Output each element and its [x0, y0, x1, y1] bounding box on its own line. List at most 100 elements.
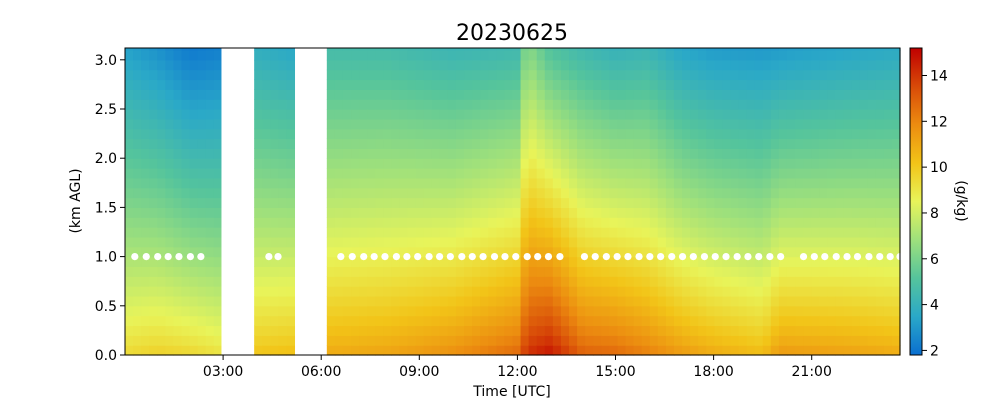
heatmap-cell [141, 148, 150, 159]
heatmap-cell [520, 295, 530, 307]
pbl-marker [646, 253, 654, 261]
pbl-marker [635, 253, 643, 261]
heatmap-cell [552, 79, 562, 90]
heatmap-cell [455, 49, 465, 61]
heatmap-cell [464, 286, 473, 297]
heatmap-cell [803, 345, 812, 356]
heatmap-cell [585, 48, 594, 51]
heatmap-cell [407, 168, 417, 179]
heatmap-cell [504, 305, 514, 317]
heatmap-cell [819, 276, 828, 287]
heatmap-cell [851, 79, 861, 90]
heatmap-cell [334, 49, 344, 61]
heatmap-cell [512, 49, 522, 61]
heatmap-cell [536, 89, 546, 100]
heatmap-cell [859, 305, 869, 317]
heatmap-cell [617, 168, 627, 179]
heatmap-cell [867, 128, 877, 140]
pbl-marker [766, 253, 774, 261]
heatmap-cell [690, 305, 699, 317]
heatmap-cell [560, 148, 570, 159]
heatmap-cell [173, 109, 183, 120]
heatmap-cell [706, 99, 715, 110]
heatmap-cell [746, 315, 756, 327]
heatmap-cell [698, 79, 707, 90]
heatmap-cell [714, 177, 723, 189]
heatmap-cell [472, 276, 481, 287]
heatmap-cell [851, 89, 861, 100]
heatmap-cell [149, 138, 158, 149]
heatmap-cell [359, 217, 368, 228]
heatmap-cell [464, 109, 473, 120]
heatmap-cell [480, 217, 489, 228]
heatmap-cell [843, 177, 853, 189]
heatmap-cell [577, 286, 586, 297]
heatmap-cell [415, 345, 425, 356]
heatmap-cell [859, 118, 869, 130]
heatmap-cell [625, 168, 635, 179]
heatmap-cell [827, 335, 837, 346]
heatmap-cell [464, 325, 473, 336]
heatmap-cell [609, 305, 619, 317]
heatmap-cell [803, 69, 812, 81]
x-tick-label: 12:00 [497, 364, 537, 380]
heatmap-cell [133, 315, 142, 327]
heatmap-cell [375, 138, 384, 149]
heatmap-cell [625, 236, 635, 248]
heatmap-cell [423, 69, 433, 81]
heatmap-cell [326, 266, 336, 277]
heatmap-cell [326, 276, 336, 287]
heatmap-cell [205, 48, 215, 51]
heatmap-cell [399, 128, 409, 140]
heatmap-cell [342, 49, 352, 61]
heatmap-cell [480, 109, 489, 120]
heatmap-cell [133, 266, 142, 277]
heatmap-cell [399, 109, 409, 120]
heatmap-cell [334, 99, 344, 110]
heatmap-cell [722, 197, 732, 209]
heatmap-cell [851, 118, 861, 130]
heatmap-cell [391, 49, 401, 61]
heatmap-cell [334, 109, 344, 120]
heatmap-cell [851, 138, 861, 149]
heatmap-cell [447, 79, 457, 90]
heatmap-cell [399, 168, 409, 179]
heatmap-cell [536, 236, 546, 248]
heatmap-cell [609, 217, 619, 228]
pbl-marker [777, 253, 785, 261]
heatmap-cell [504, 187, 514, 199]
heatmap-cell [714, 335, 723, 346]
heatmap-cell [423, 177, 433, 189]
heatmap-cell [278, 246, 288, 258]
heatmap-cell [778, 227, 788, 238]
heatmap-cell [165, 266, 175, 277]
heatmap-cell [536, 59, 546, 71]
heatmap-cell [278, 158, 288, 169]
heatmap-cell [827, 128, 837, 140]
heatmap-cell [141, 335, 150, 346]
heatmap-cell [464, 168, 473, 179]
heatmap-cell [197, 59, 207, 71]
heatmap-cell [439, 49, 449, 61]
heatmap-cell [359, 286, 368, 297]
heatmap-cell [819, 148, 828, 159]
heatmap-cell [770, 49, 780, 61]
heatmap-cell [609, 148, 619, 159]
heatmap-cell [560, 69, 570, 81]
heatmap-cell [197, 99, 207, 110]
heatmap-cell [770, 109, 780, 120]
heatmap-cell [399, 315, 409, 327]
heatmap-cell [795, 325, 804, 336]
heatmap-cell [552, 138, 562, 149]
heatmap-cell [125, 158, 134, 169]
heatmap-cell [326, 315, 336, 327]
heatmap-cell [585, 118, 594, 130]
heatmap-cell [601, 246, 610, 258]
heatmap-cell [383, 79, 393, 90]
heatmap-cell [472, 227, 481, 238]
pbl-marker [689, 253, 697, 261]
heatmap-cell [795, 276, 804, 287]
heatmap-cell [165, 315, 175, 327]
heatmap-cell [189, 148, 199, 159]
heatmap-cell [875, 315, 885, 327]
